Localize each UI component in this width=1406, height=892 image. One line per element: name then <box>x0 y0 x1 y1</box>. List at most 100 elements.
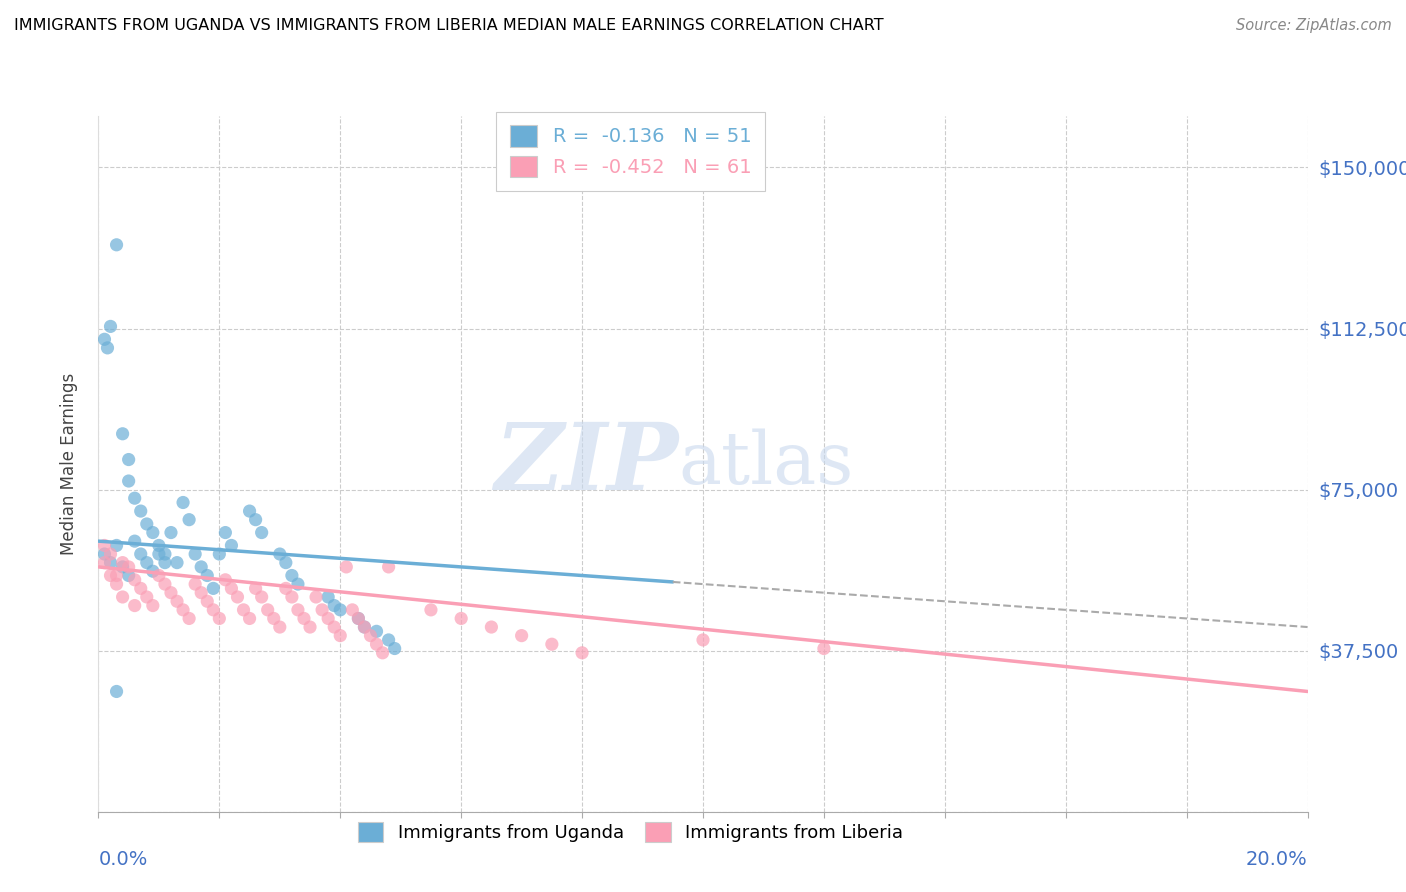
Point <box>329 629 352 643</box>
Point <box>100 556 122 570</box>
Point <box>124 534 146 549</box>
Point <box>148 547 170 561</box>
Point <box>292 611 315 625</box>
Point <box>129 582 152 596</box>
Point <box>124 491 146 506</box>
Point <box>269 620 291 634</box>
Point <box>153 547 176 561</box>
Point <box>450 611 472 625</box>
Point <box>323 620 346 634</box>
Point <box>190 560 212 574</box>
Point <box>245 582 267 596</box>
Point <box>329 603 352 617</box>
Point <box>226 590 249 604</box>
Point <box>299 620 322 634</box>
Point <box>105 577 128 591</box>
Point <box>256 603 278 617</box>
Point <box>263 611 285 625</box>
Point <box>813 641 835 656</box>
Point <box>195 594 218 608</box>
Point <box>377 560 399 574</box>
Point <box>323 599 346 613</box>
Point <box>214 525 236 540</box>
Point <box>184 547 207 561</box>
Point <box>366 624 388 639</box>
Point <box>118 568 141 582</box>
Point <box>111 590 134 604</box>
Point <box>179 513 201 527</box>
Point <box>100 547 122 561</box>
Point <box>190 585 212 599</box>
Point <box>274 582 297 596</box>
Point <box>311 603 333 617</box>
Point <box>105 538 128 552</box>
Point <box>239 611 262 625</box>
Point <box>214 573 236 587</box>
Point <box>250 525 273 540</box>
Point <box>135 590 157 604</box>
Point <box>142 525 165 540</box>
Point <box>287 603 309 617</box>
Point <box>93 332 115 346</box>
Point <box>100 568 122 582</box>
Point <box>377 632 399 647</box>
Point <box>353 620 375 634</box>
Point <box>111 560 134 574</box>
Point <box>353 620 375 634</box>
Point <box>172 603 194 617</box>
Point <box>269 547 291 561</box>
Point <box>208 547 231 561</box>
Point <box>153 577 176 591</box>
Point <box>347 611 370 625</box>
Point <box>129 547 152 561</box>
Point <box>245 513 267 527</box>
Point <box>124 573 146 587</box>
Point <box>281 590 304 604</box>
Point <box>142 599 165 613</box>
Point <box>160 525 183 540</box>
Text: IMMIGRANTS FROM UGANDA VS IMMIGRANTS FROM LIBERIA MEDIAN MALE EARNINGS CORRELATI: IMMIGRANTS FROM UGANDA VS IMMIGRANTS FRO… <box>14 18 884 33</box>
Point <box>305 590 328 604</box>
Point <box>287 577 309 591</box>
Point <box>692 632 714 647</box>
Point <box>118 452 141 467</box>
Point <box>105 237 128 252</box>
Point <box>111 426 134 441</box>
Point <box>166 556 188 570</box>
Point <box>274 556 297 570</box>
Point <box>100 319 122 334</box>
Point <box>93 538 115 552</box>
Text: ZIP: ZIP <box>495 419 679 508</box>
Point <box>221 582 243 596</box>
Point <box>105 568 128 582</box>
Text: Source: ZipAtlas.com: Source: ZipAtlas.com <box>1236 18 1392 33</box>
Legend: Immigrants from Uganda, Immigrants from Liberia: Immigrants from Uganda, Immigrants from … <box>346 810 915 855</box>
Point <box>93 547 115 561</box>
Point <box>118 474 141 488</box>
Point <box>96 341 118 355</box>
Point <box>481 620 503 634</box>
Point <box>366 637 388 651</box>
Point <box>195 568 218 582</box>
Point <box>148 538 170 552</box>
Point <box>316 590 339 604</box>
Point <box>239 504 262 518</box>
Text: atlas: atlas <box>679 428 855 500</box>
Point <box>281 568 304 582</box>
Point <box>208 611 231 625</box>
Point <box>179 611 201 625</box>
Point <box>93 556 115 570</box>
Point <box>118 560 141 574</box>
Point <box>360 629 382 643</box>
Point <box>129 504 152 518</box>
Point <box>420 603 443 617</box>
Point <box>221 538 243 552</box>
Point <box>166 594 188 608</box>
Point <box>316 611 339 625</box>
Point <box>172 495 194 509</box>
Point <box>135 556 157 570</box>
Point <box>232 603 254 617</box>
Point <box>142 564 165 578</box>
Point <box>135 516 157 531</box>
Point <box>540 637 562 651</box>
